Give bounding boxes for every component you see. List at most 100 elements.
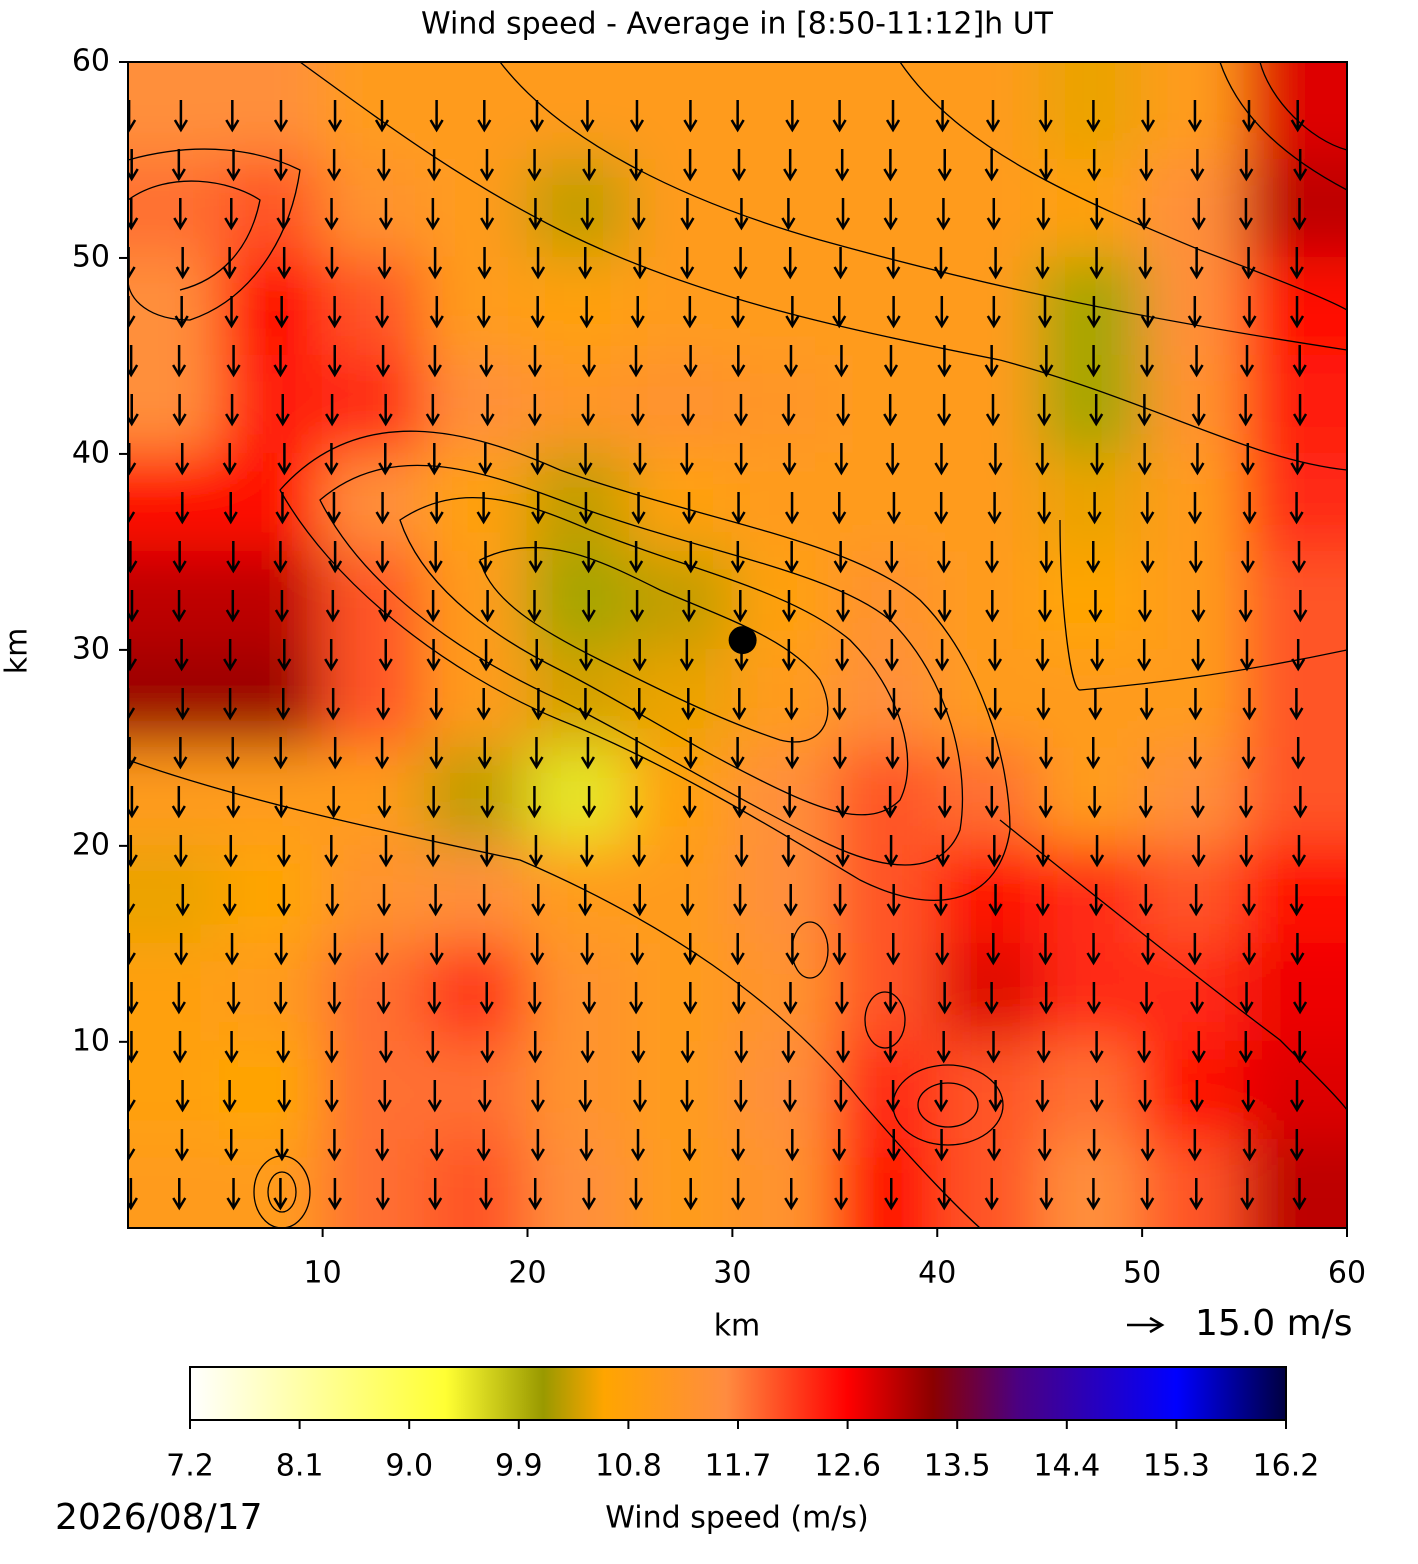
wind-arrow-head [426,805,441,819]
wind-arrow-head [175,903,190,917]
wind-arrow-head [224,217,239,231]
wind-arrow-head [1036,217,1051,231]
wind-arrow-head [985,119,1001,133]
wind-arrow-head [174,658,189,672]
wind-arrow-head [987,1148,1002,1162]
wind-arrow-head [988,903,1003,917]
wind-arrow-head [934,1099,949,1113]
quiver-key-head [1149,1316,1165,1334]
wind-arrow-head [1238,1050,1253,1064]
wind-arrow-head [1088,609,1103,623]
wind-arrow-head [883,805,898,819]
heatmap [128,62,1347,1228]
wind-arrow-head [274,315,289,329]
wind-arrow-head [324,217,339,231]
wind-arrow-head [1089,462,1105,476]
wind-arrow-head [1292,1050,1307,1064]
wind-arrow-head [884,560,899,574]
wind-arrow-head [1035,266,1050,280]
wind-arrow-head [1137,658,1152,672]
wind-arrow-head [785,952,800,966]
wind-arrow-head [1188,756,1203,770]
plot-frame [127,61,1348,1229]
wind-arrow-head [1037,413,1052,427]
wind-arrow-head [1289,266,1304,280]
heatmap-cell [424,550,529,651]
wind-arrow-head [530,1148,545,1162]
wind-arrow-head [936,756,951,770]
wind-arrow-head [1242,707,1257,721]
wind-arrow-head [579,658,594,672]
wind-arrow-head [1291,658,1306,672]
colorbar [189,1366,1287,1421]
wind-arrow-head [578,707,593,721]
wind-arrow-head [225,756,240,770]
wind-arrow-head [1140,560,1155,574]
wind-arrow-head [834,1197,849,1211]
heatmap-cell [628,256,734,357]
wind-arrow-head [427,1001,442,1015]
wind-arrow-head [325,609,340,623]
heatmap-cell [628,452,734,553]
wind-arrow-head [427,1247,439,1257]
x-tick-label: 10 [304,1256,342,1291]
wind-arrow-head [937,805,952,819]
heatmap-cell [219,648,324,749]
wind-arrow-head [629,756,644,770]
wind-arrow-head [223,511,238,525]
wind-arrow-head [276,854,291,868]
wind-arrow-head [171,1001,186,1015]
wind-arrow-head [1241,119,1257,133]
wind-arrow-head [1191,609,1206,623]
heatmap-cell [321,648,427,749]
wind-arrow-head [1036,1050,1051,1064]
wind-arrow-head [1090,1247,1102,1257]
wind-arrow-head [531,707,546,721]
wind-arrow-head [731,1001,746,1015]
wind-arrow-head [327,168,342,182]
wind-arrow-head [477,119,492,133]
wind-arrow-head [1242,952,1257,966]
wind-arrow-head [374,952,390,966]
heatmap-cell [526,648,631,749]
wind-arrow-head [1291,560,1307,574]
wind-arrow-head [1191,854,1206,868]
wind-arrow-head [1190,462,1205,476]
wind-arrow-head [884,1197,899,1211]
wind-arrow-head [1240,560,1255,574]
x-tick-label: 60 [1328,1256,1366,1291]
wind-arrow-head [277,462,292,476]
wind-arrow-head [1138,805,1153,819]
wind-arrow-head [277,266,292,280]
wind-arrow-head [175,266,190,280]
wind-arrow-head [226,1247,238,1257]
wind-arrow-head [477,1099,492,1113]
wind-arrow-head [1140,315,1155,329]
wind-arrow-head [832,952,847,966]
wind-arrow-head [1038,168,1054,182]
wind-arrow-head [1293,168,1308,182]
wind-arrow-head [1139,364,1155,378]
wind-arrow-head [375,756,390,770]
wind-arrow-head [578,903,593,917]
heatmap-cell [936,648,1041,749]
wind-arrow-head [984,560,1000,574]
wind-arrow-head [987,854,1002,868]
wind-arrow-head [1086,756,1101,770]
heatmap-cell [1141,844,1246,945]
wind-arrow-head [276,1247,288,1257]
wind-arrow-head [937,364,952,378]
wind-arrow-head [883,217,898,231]
heatmap-cell [833,550,939,651]
wind-arrow-head [1292,217,1307,231]
heatmap-cell [321,62,427,161]
wind-arrow-head [425,1050,440,1064]
wind-arrow-head [631,217,646,231]
wind-arrow-head [734,1050,749,1064]
wind-arrow-head [1088,707,1103,721]
wind-arrow-head [834,462,849,476]
wind-arrow-head [375,1197,390,1211]
wind-arrow-head [987,511,1002,525]
wind-arrow-head [886,707,902,721]
wind-arrow-head [1239,364,1255,378]
